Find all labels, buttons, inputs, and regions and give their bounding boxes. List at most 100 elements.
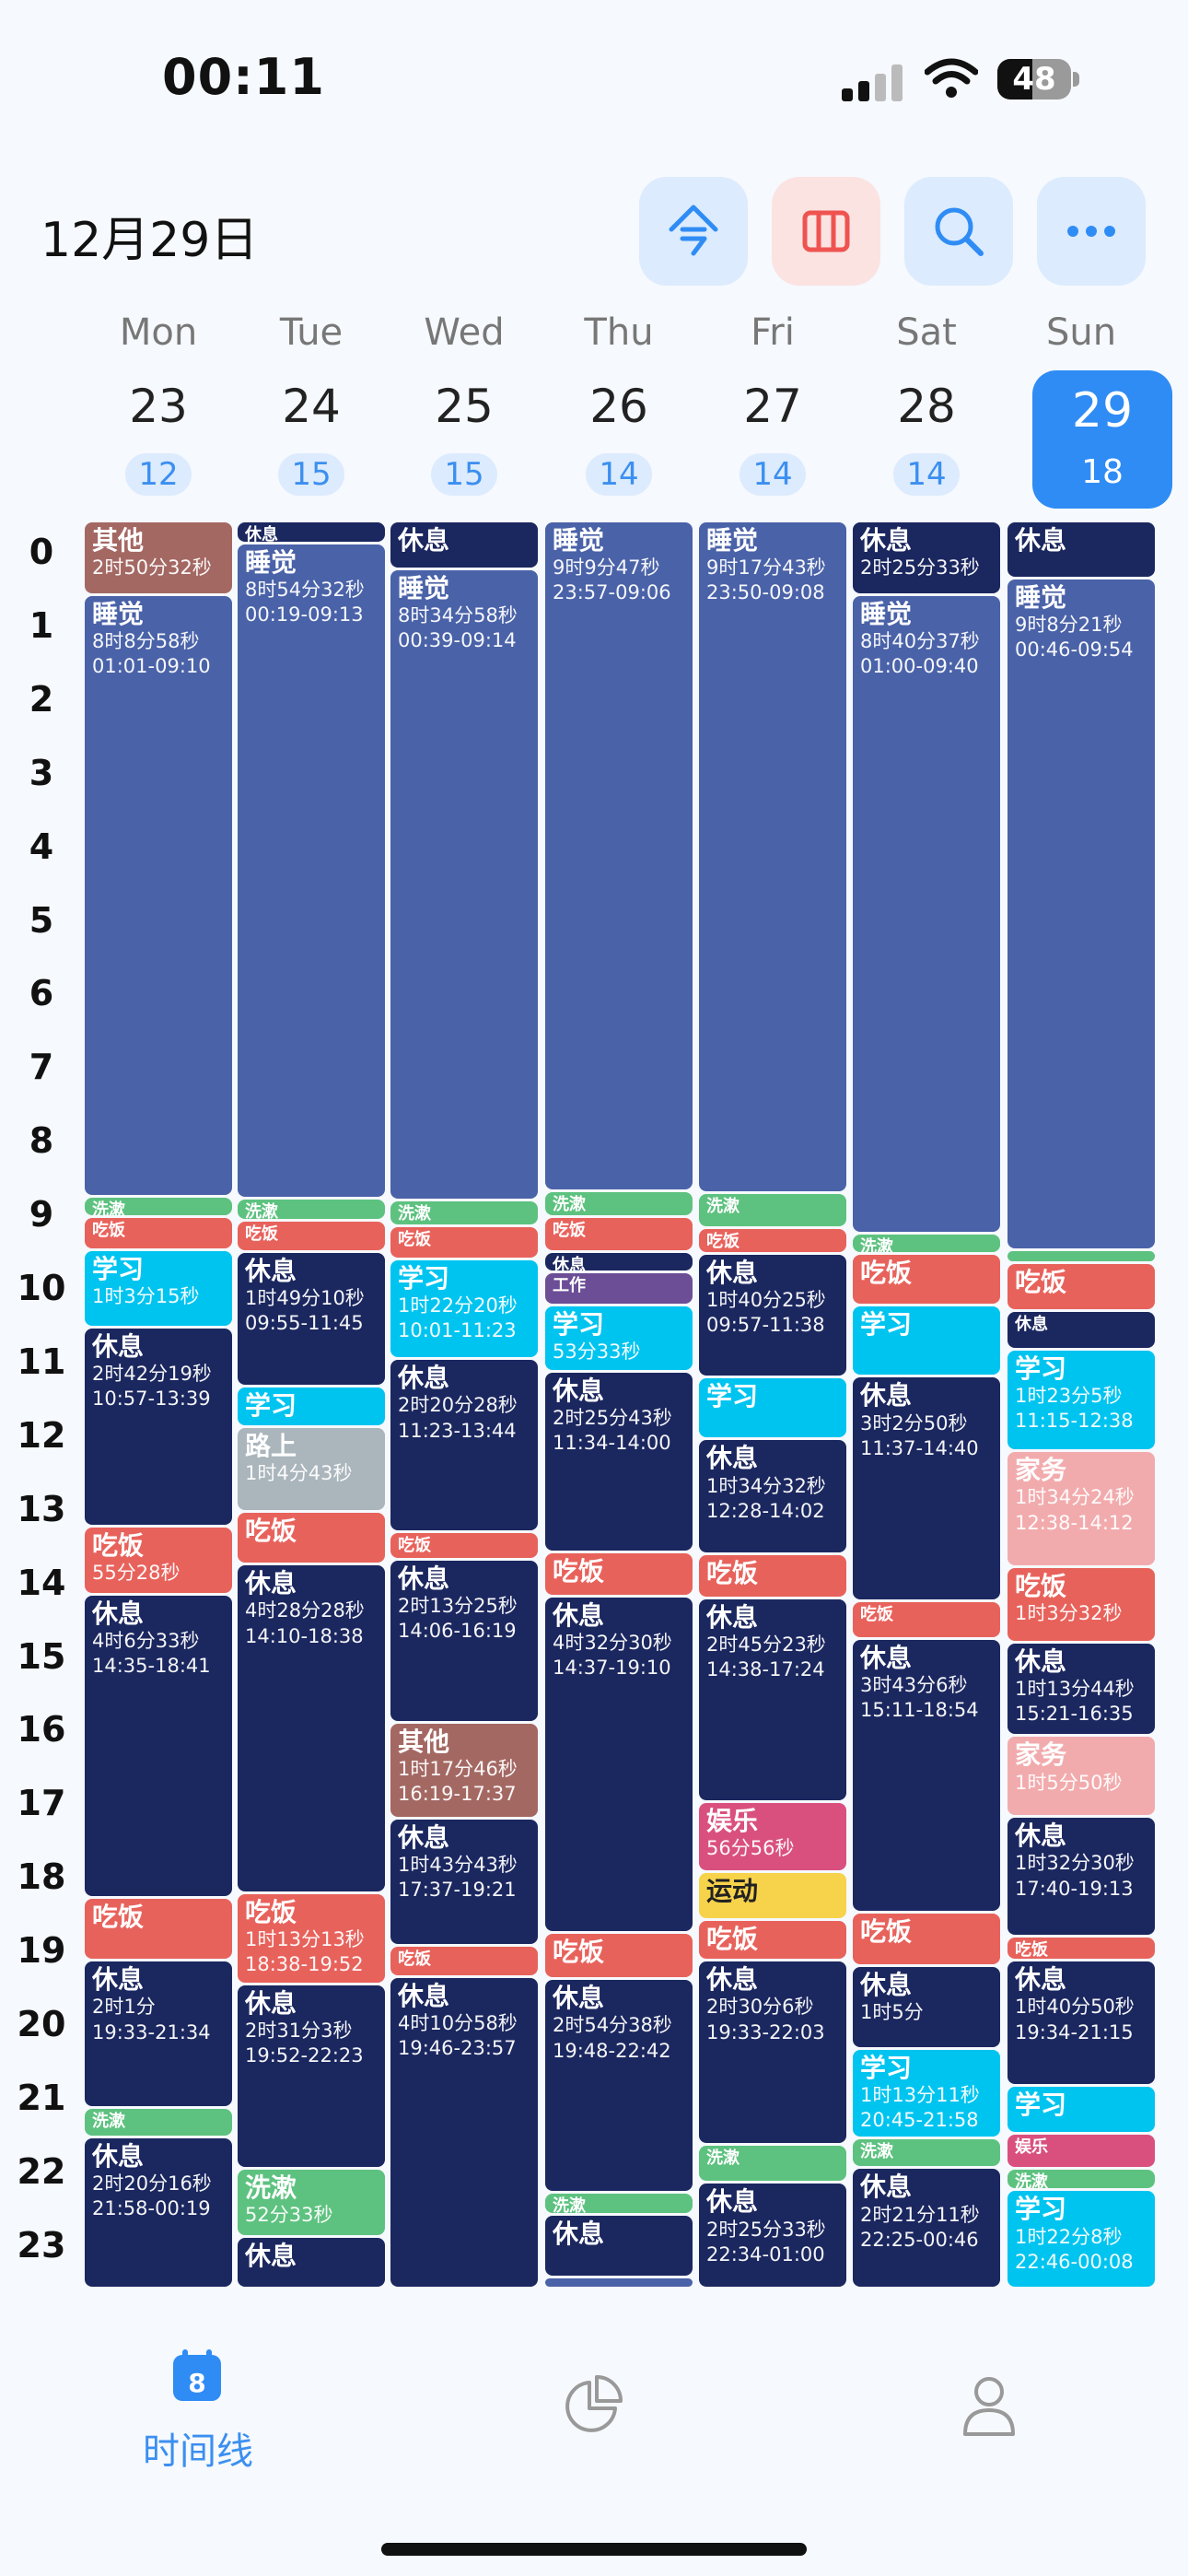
event-block-fun[interactable]: 娱乐 56分56秒 [699, 1803, 846, 1871]
event-block-sleep[interactable]: 睡觉 8时34分58秒 00:39-09:14 [390, 569, 538, 1200]
event-block-wash[interactable]: 洗漱 52分33秒 [238, 2170, 385, 2235]
event-block-wash[interactable]: 洗漱 [545, 1192, 693, 1216]
event-block-rest[interactable]: 休息 1时13分44秒 15:21-16:35 [1007, 1643, 1155, 1735]
event-block-chores[interactable]: 家务 1时34分24秒 12:38-14:12 [1007, 1452, 1155, 1565]
event-block-study[interactable]: 学习 [1007, 2086, 1155, 2132]
event-block-sleep[interactable]: 睡觉 8时54分32秒 00:19-09:13 [238, 544, 385, 1198]
event-block-meal[interactable]: 吃饭 [390, 1533, 538, 1558]
event-block-meal[interactable]: 吃饭 [853, 1255, 1000, 1304]
event-block-meal[interactable]: 吃饭 [85, 1899, 232, 1960]
event-block-meal[interactable]: 吃饭 [545, 1933, 693, 1977]
event-block-meal[interactable]: 吃饭 1时3分32秒 [1007, 1567, 1155, 1641]
event-block-meal[interactable]: 吃饭 [699, 1921, 846, 1960]
event-block-meal[interactable]: 吃饭 55分28秒 [85, 1527, 232, 1593]
event-block-wash[interactable]: 洗漱 [85, 1197, 232, 1216]
event-block-rest[interactable]: 休息 2时42分19秒 10:57-13:39 [85, 1328, 232, 1525]
day-number[interactable]: 25 [435, 380, 494, 433]
event-block-study[interactable]: 学习 1时13分11秒 20:45-21:58 [853, 2049, 1000, 2137]
event-block-wash[interactable]: 洗漱 [1007, 2170, 1155, 2189]
today-highlight[interactable] [1032, 370, 1172, 509]
column-view-button[interactable] [772, 177, 880, 286]
event-block-rest[interactable]: 休息 [390, 522, 538, 568]
event-block-rest[interactable]: 休息 1时32分30秒 17:40-19:13 [1007, 1818, 1155, 1935]
event-block-wash[interactable]: 洗漱 [545, 2193, 693, 2213]
event-block-rest[interactable]: 休息 3时2分50秒 11:37-14:40 [853, 1377, 1000, 1600]
event-block-sleep[interactable]: 睡觉 8时8分58秒 01:01-09:10 [85, 595, 232, 1195]
event-block-rest[interactable]: 休息 2时25分43秒 11:34-14:00 [545, 1372, 693, 1551]
event-block-meal[interactable]: 吃饭 [1007, 1263, 1155, 1310]
event-block-study[interactable]: 学习 1时22分20秒 10:01-11:23 [390, 1259, 538, 1358]
event-block-rest[interactable]: 休息 2时20分16秒 21:58-00:19 [85, 2137, 232, 2287]
event-block-rest[interactable]: 休息 3时43分6秒 15:11-18:54 [853, 1639, 1000, 1912]
event-block-meal[interactable]: 吃饭 [545, 1552, 693, 1595]
event-block-rest[interactable]: 休息 2时54分38秒 19:48-22:42 [545, 1980, 693, 2191]
event-block-other[interactable]: 其他 2时50分32秒 [85, 522, 232, 593]
event-block-wash[interactable]: 洗漱 [238, 1200, 385, 1220]
event-block-meal[interactable]: 吃饭 [238, 1222, 385, 1250]
event-block-rest[interactable]: 休息 4时32分30秒 14:37-19:10 [545, 1597, 693, 1931]
event-block-rest[interactable]: 休息 [545, 2215, 693, 2276]
event-block-wash[interactable]: 洗漱 [390, 1201, 538, 1225]
event-block-study[interactable]: 学习 [699, 1378, 846, 1438]
event-block-meal[interactable]: 吃饭 1时13分13秒 18:38-19:52 [238, 1893, 385, 1983]
day-number[interactable]: 27 [743, 380, 802, 433]
event-block-study[interactable]: 学习 53分33秒 [545, 1306, 693, 1370]
event-block-rest[interactable]: 休息 1时40分50秒 19:34-21:15 [1007, 1961, 1155, 2084]
event-block-rest[interactable]: 休息 [1007, 1312, 1155, 1348]
event-block-wash[interactable]: 洗漱 [853, 1234, 1000, 1252]
event-block-meal[interactable]: 吃饭 [85, 1218, 232, 1248]
day-number[interactable]: 23 [129, 380, 188, 433]
tab-timeline[interactable]: 8 [171, 2348, 223, 2406]
more-button[interactable] [1037, 177, 1146, 286]
event-block-study[interactable]: 学习 1时3分15秒 [85, 1251, 232, 1326]
tab-statistics[interactable] [564, 2375, 623, 2438]
day-number[interactable]: 29 [1071, 383, 1134, 439]
event-block-meal[interactable]: 吃饭 [390, 1947, 538, 1975]
event-block-rest[interactable]: 休息 1时34分32秒 12:28-14:02 [699, 1440, 846, 1552]
event-block-rest[interactable]: 休息 2时31分3秒 19:52-22:23 [238, 1985, 385, 2168]
event-block-other[interactable]: 其他 1时17分46秒 16:19-17:37 [390, 1723, 538, 1817]
event-block-rest[interactable]: 休息 [238, 2237, 385, 2287]
event-block-work[interactable]: 工作 [545, 1272, 693, 1304]
event-block-road[interactable]: 路上 1时4分43秒 [238, 1427, 385, 1510]
event-block-meal[interactable]: 吃饭 [545, 1218, 693, 1251]
event-block-rest[interactable]: 休息 2时1分 19:33-21:34 [85, 1961, 232, 2106]
day-number[interactable]: 26 [589, 380, 648, 433]
event-block-rest[interactable]: 休息 2时30分6秒 19:33-22:03 [699, 1961, 846, 2143]
day-number[interactable]: 24 [282, 380, 341, 433]
event-block-meal[interactable]: 吃饭 [238, 1512, 385, 1563]
event-block-rest[interactable]: 休息 2时21分11秒 22:25-00:46 [853, 2169, 1000, 2287]
search-button[interactable] [904, 177, 1013, 286]
event-block-rest[interactable]: 休息 2时25分33秒 [853, 522, 1000, 593]
event-block-sport[interactable]: 运动 [699, 1873, 846, 1919]
tab-profile[interactable] [961, 2375, 1017, 2440]
event-block-study[interactable]: 学习 1时23分5秒 11:15-12:38 [1007, 1350, 1155, 1450]
today-button[interactable] [639, 177, 748, 286]
event-block-meal[interactable]: 吃饭 [853, 1602, 1000, 1637]
event-block-sleep[interactable]: 睡觉 9时17分43秒 23:50-09:08 [699, 522, 846, 1192]
event-block-rest[interactable]: 休息 [1007, 522, 1155, 577]
event-block-rest[interactable]: 休息 2时20分28秒 11:23-13:44 [390, 1360, 538, 1530]
event-block-rest[interactable]: 休息 4时28分28秒 14:10-18:38 [238, 1565, 385, 1891]
event-block-study[interactable]: 学习 1时22分8秒 22:46-00:08 [1007, 2191, 1155, 2287]
event-block-wash[interactable]: 洗漱 [853, 2139, 1000, 2167]
event-block-sleep[interactable]: 睡觉 8时40分37秒 01:00-09:40 [853, 595, 1000, 1232]
event-block-rest[interactable]: 休息 [545, 1253, 693, 1270]
event-block-fun[interactable]: 娱乐 [1007, 2134, 1155, 2168]
event-block-rest[interactable]: 休息 1时5分 [853, 1966, 1000, 2047]
event-block-meal[interactable]: 吃饭 [1007, 1937, 1155, 1960]
event-block-rest[interactable]: 休息 [238, 522, 385, 542]
event-block-study[interactable]: 学习 [853, 1306, 1000, 1376]
event-block-wash[interactable]: 洗漱 [85, 2108, 232, 2136]
event-block-wash[interactable] [1007, 1251, 1155, 1261]
event-block-study[interactable]: 学习 [238, 1387, 385, 1425]
event-block-rest[interactable]: 休息 1时43分43秒 17:37-19:21 [390, 1819, 538, 1945]
day-number[interactable]: 28 [897, 380, 956, 433]
event-block-meal[interactable]: 吃饭 [699, 1229, 846, 1252]
event-block-rest[interactable]: 休息 4时10分58秒 19:46-23:57 [390, 1977, 538, 2287]
event-block-wash[interactable]: 洗漱 [699, 2145, 846, 2182]
event-block-sleep[interactable] [545, 2277, 693, 2287]
event-block-rest[interactable]: 休息 1时49分10秒 09:55-11:45 [238, 1252, 385, 1385]
event-block-rest[interactable]: 休息 2时25分33秒 22:34-01:00 [699, 2184, 846, 2287]
event-block-meal[interactable]: 吃饭 [699, 1554, 846, 1597]
